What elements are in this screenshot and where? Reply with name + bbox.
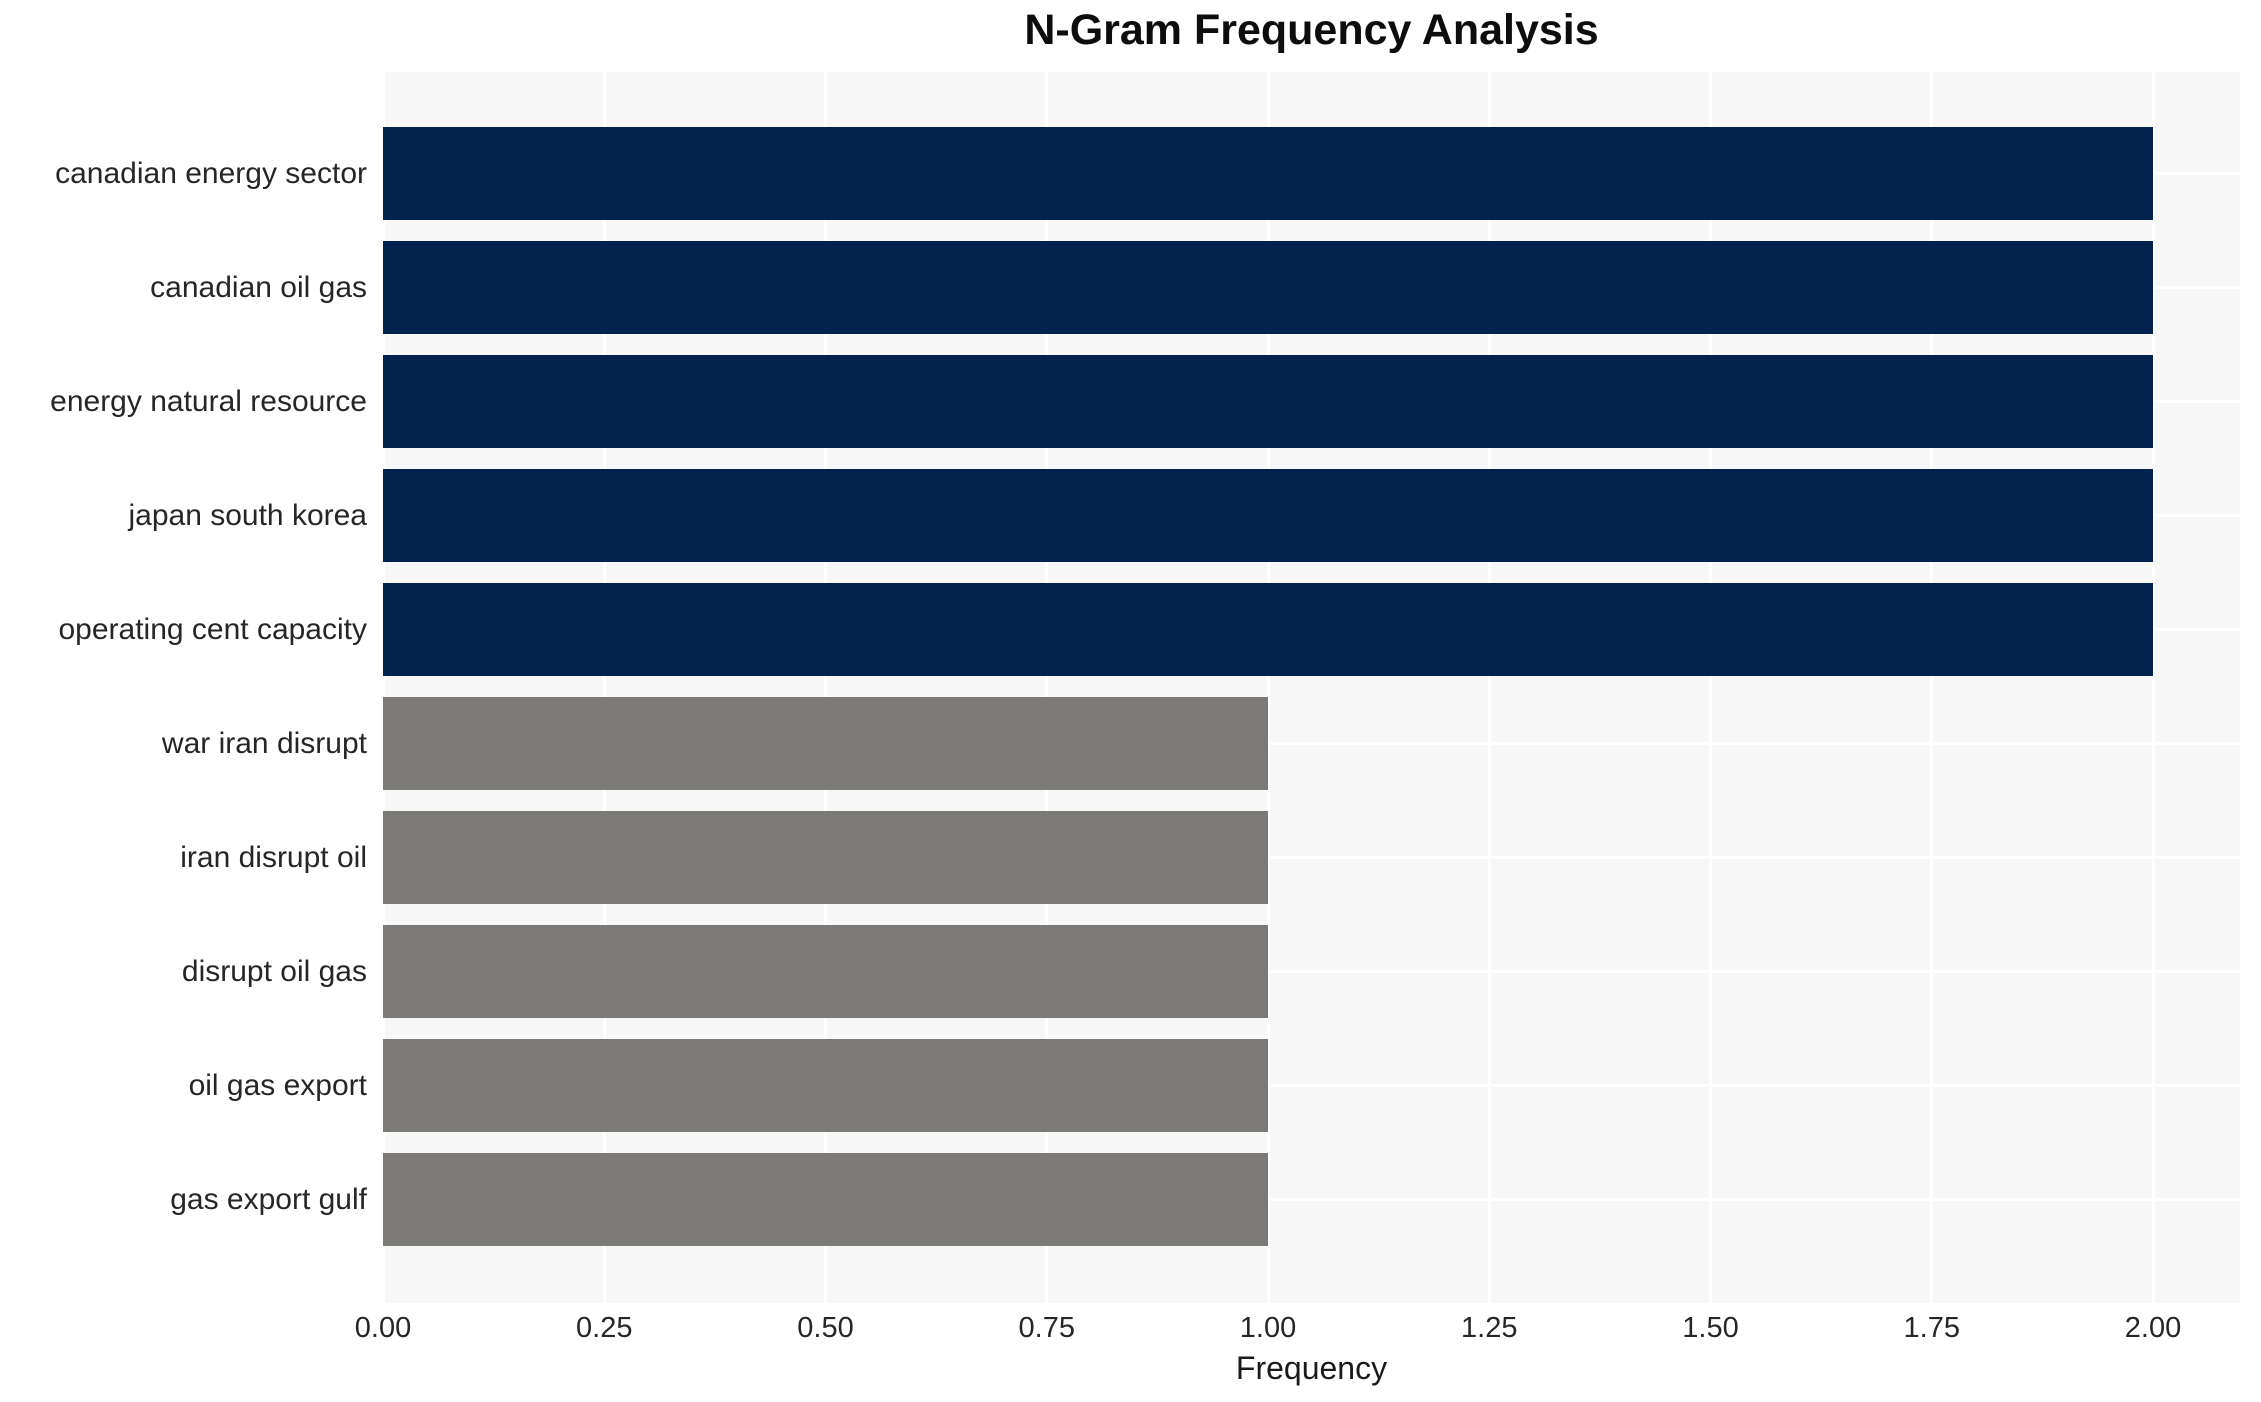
gridline-vertical — [602, 72, 606, 1303]
bar-iran-disrupt-oil — [383, 811, 1268, 904]
bar-disrupt-oil-gas — [383, 925, 1268, 1018]
gridline-horizontal — [383, 970, 2240, 973]
y-tick-label: canadian energy sector — [55, 156, 367, 190]
plot-area — [383, 72, 2240, 1303]
x-tick-label: 1.25 — [1461, 1312, 1518, 1344]
gridline-vertical — [1709, 72, 1712, 1303]
y-tick-label: disrupt oil gas — [181, 954, 367, 988]
bar-gas-export-gulf — [383, 1153, 1268, 1246]
y-tick-label: war iran disrupt — [161, 726, 367, 760]
x-tick-label: 0.50 — [797, 1312, 854, 1344]
y-tick-label: oil gas export — [188, 1068, 367, 1102]
bar-war-iran-disrupt — [383, 697, 1268, 790]
gridline-horizontal — [383, 1084, 2240, 1087]
y-tick-label: gas export gulf — [170, 1182, 367, 1216]
gridline-horizontal — [383, 856, 2240, 859]
gridline-vertical — [1266, 72, 1270, 1303]
y-tick-label: japan south korea — [128, 498, 367, 532]
y-tick-label: canadian oil gas — [150, 270, 367, 304]
bar-canadian-energy-sector — [383, 127, 2153, 220]
bar-canadian-oil-gas — [383, 241, 2153, 334]
x-tick-label: 0.00 — [354, 1312, 412, 1344]
bar-operating-cent-capacity — [383, 583, 2153, 676]
chart-title: N-Gram Frequency Analysis — [1024, 6, 1599, 54]
gridline-horizontal — [383, 742, 2240, 745]
bar-japan-south-korea — [383, 469, 2153, 562]
bar-oil-gas-export — [383, 1039, 1268, 1132]
y-tick-label: energy natural resource — [50, 384, 367, 418]
gridline-vertical — [1487, 72, 1491, 1303]
gridline-vertical — [2151, 72, 2155, 1303]
y-tick-label: operating cent capacity — [58, 612, 367, 646]
x-tick-label: 2.00 — [2124, 1312, 2182, 1344]
y-axis-labels: canadian energy sector canadian oil gas en… — [0, 72, 367, 1303]
x-tick-label: 0.25 — [576, 1312, 633, 1344]
x-axis-title: Frequency — [1235, 1350, 1388, 1386]
x-tick-label: 1.50 — [1682, 1312, 1739, 1344]
x-tick-label: 1.75 — [1903, 1312, 1960, 1344]
y-tick-label: iran disrupt oil — [180, 840, 367, 874]
x-tick-label: 0.75 — [1018, 1312, 1075, 1344]
x-tick-label: 1.00 — [1239, 1312, 1297, 1344]
bar-energy-natural-resource — [383, 355, 2153, 448]
gridline-vertical — [383, 72, 385, 1303]
gridline-vertical — [1045, 72, 1049, 1303]
gridline-vertical — [824, 72, 827, 1303]
gridline-horizontal — [383, 1198, 2240, 1201]
gridline-vertical — [1930, 72, 1934, 1303]
